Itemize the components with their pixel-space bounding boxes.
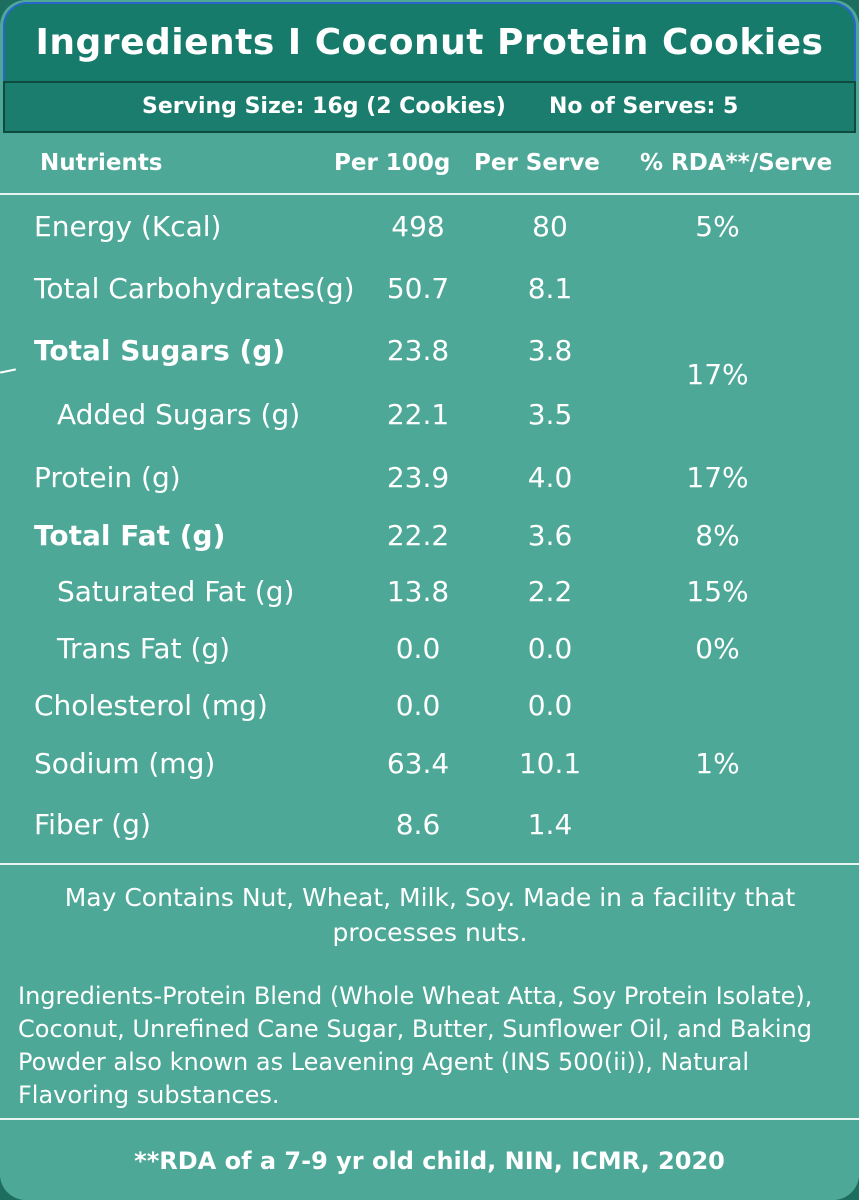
label-title: Ingredients I Coconut Protein Cookies — [3, 2, 856, 81]
rda-value: 0% — [695, 632, 740, 665]
per-serve-value: 80 — [532, 210, 568, 243]
table-row: Saturated Fat (g) 13.8 2.2 15% — [0, 575, 859, 615]
header-divider — [0, 193, 859, 195]
per-serve-value: 3.8 — [527, 334, 573, 367]
table-row: Trans Fat (g) 0.0 0.0 0% — [0, 632, 859, 672]
per-100g-value: 63.4 — [386, 747, 450, 780]
per-100g-value: 23.9 — [386, 461, 450, 494]
serving-bar: Serving Size: 16g (2 Cookies) No of Serv… — [3, 81, 856, 133]
per-serve-value: 10.1 — [518, 747, 582, 780]
nutrient-name: Total Sugars (g) — [34, 334, 286, 367]
per-100g-value: 13.8 — [386, 575, 450, 608]
nutrient-name: Trans Fat (g) — [57, 632, 231, 665]
serving-size: Serving Size: 16g (2 Cookies) — [142, 94, 506, 119]
table-row: Total Carbohydrates(g) 50.7 8.1 — [0, 272, 859, 312]
per-serve-value: 3.6 — [527, 519, 573, 552]
table-row: Protein (g) 23.9 4.0 17% — [0, 461, 859, 501]
table-divider — [0, 863, 859, 865]
per-serve-value: 1.4 — [527, 808, 573, 841]
table-row: Added Sugars (g) 22.1 3.5 — [0, 398, 859, 438]
table-row: Fiber (g) 8.6 1.4 — [0, 808, 859, 848]
per-100g-value: 23.8 — [386, 334, 450, 367]
per-serve-value: 8.1 — [527, 272, 573, 305]
table-row: Total Sugars (g) 23.8 3.8 — [0, 334, 859, 374]
rda-footnote: **RDA of a 7-9 yr old child, NIN, ICMR, … — [0, 1118, 859, 1200]
nutrient-name: Fiber (g) — [34, 808, 151, 841]
per-100g-value: 8.6 — [395, 808, 441, 841]
nutrient-name: Energy (Kcal) — [34, 210, 222, 243]
column-header-rda: % RDA**/Serve — [640, 150, 833, 176]
nutrient-name: Cholesterol (mg) — [34, 689, 268, 722]
per-100g-value: 498 — [391, 210, 445, 243]
rda-value: 15% — [686, 575, 749, 608]
per-serve-value: 0.0 — [527, 689, 573, 722]
rda-value: 8% — [695, 519, 740, 552]
column-header-per-serve: Per Serve — [474, 150, 600, 176]
per-serve-value: 2.2 — [527, 575, 573, 608]
per-100g-value: 0.0 — [395, 689, 441, 722]
per-100g-value: 22.1 — [386, 398, 450, 431]
per-100g-value: 22.2 — [386, 519, 450, 552]
nutrient-name: Sodium (mg) — [34, 747, 216, 780]
table-row: Cholesterol (mg) 0.0 0.0 — [0, 689, 859, 729]
nutrient-name: Total Fat (g) — [34, 519, 226, 552]
servings-count: No of Serves: 5 — [549, 94, 739, 119]
table-row: Total Fat (g) 22.2 3.6 8% — [0, 519, 859, 559]
column-header-per-100g: Per 100g — [334, 150, 451, 176]
per-100g-value: 0.0 — [395, 632, 441, 665]
per-100g-value: 50.7 — [386, 272, 450, 305]
allergen-statement: May Contains Nut, Wheat, Milk, Soy. Made… — [64, 883, 796, 947]
nutrient-name: Protein (g) — [34, 461, 181, 494]
per-serve-value: 4.0 — [527, 461, 573, 494]
sugars-rda-value: 17% — [686, 358, 749, 391]
nutrient-name: Total Carbohydrates(g) — [34, 272, 355, 305]
column-header-nutrients: Nutrients — [40, 150, 163, 176]
table-row: Energy (Kcal) 498 80 5% — [0, 210, 859, 250]
ingredients-list: Ingredients-Protein Blend (Whole Wheat A… — [18, 982, 813, 1109]
nutrient-name: Saturated Fat (g) — [57, 575, 295, 608]
per-serve-value: 0.0 — [527, 632, 573, 665]
nutrient-name: Added Sugars (g) — [57, 398, 301, 431]
rda-value: 5% — [695, 210, 740, 243]
table-row: Sodium (mg) 63.4 10.1 1% — [0, 747, 859, 787]
per-serve-value: 3.5 — [527, 398, 573, 431]
rda-value: 17% — [686, 461, 749, 494]
rda-value: 1% — [695, 747, 740, 780]
